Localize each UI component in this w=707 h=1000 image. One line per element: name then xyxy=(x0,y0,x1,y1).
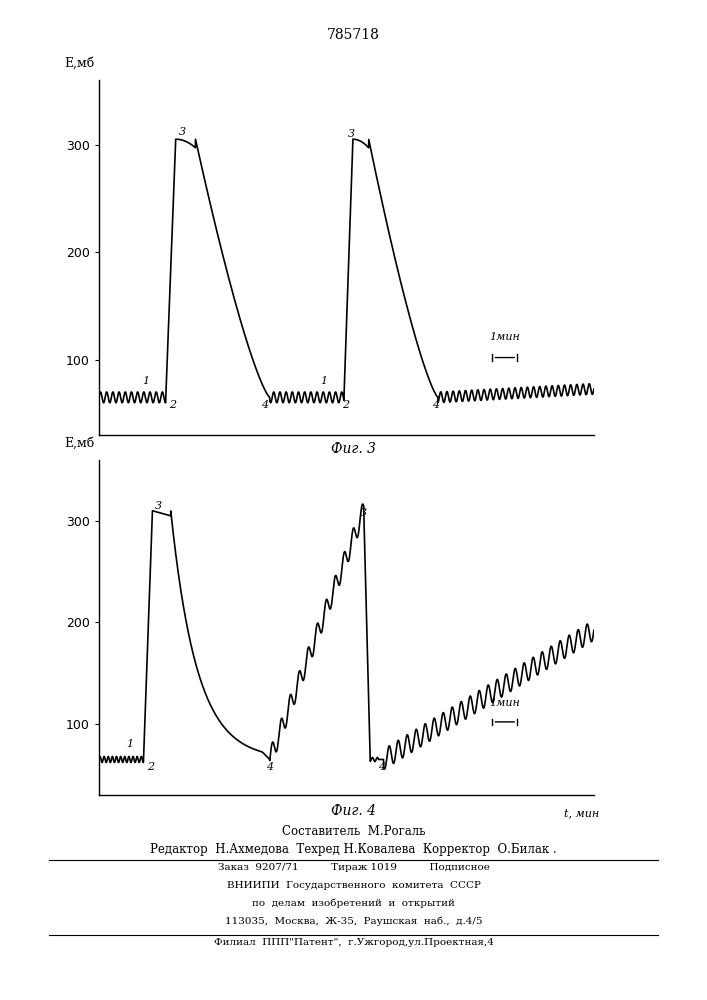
Text: 2: 2 xyxy=(342,400,349,410)
Text: 3: 3 xyxy=(348,129,355,139)
Text: по  делам  изобретений  и  открытий: по делам изобретений и открытий xyxy=(252,899,455,908)
Text: 4: 4 xyxy=(378,762,385,772)
Text: Заказ  9207/71          Тираж 1019          Подписное: Заказ 9207/71 Тираж 1019 Подписное xyxy=(218,863,489,872)
Text: 3: 3 xyxy=(155,501,162,511)
Text: 3: 3 xyxy=(179,127,186,137)
Text: 113035,  Москва,  Ж-35,  Раушская  наб.,  д.4/5: 113035, Москва, Ж-35, Раушская наб., д.4… xyxy=(225,917,482,926)
Text: 1мин: 1мин xyxy=(489,332,520,342)
Text: 2: 2 xyxy=(169,400,176,410)
Text: 1мин: 1мин xyxy=(489,698,520,708)
Text: 2: 2 xyxy=(147,762,155,772)
Text: E,мб: E,мб xyxy=(64,56,95,69)
Text: 4: 4 xyxy=(432,400,439,410)
Text: Фиг. 3: Фиг. 3 xyxy=(331,442,376,456)
Text: 1: 1 xyxy=(142,376,150,386)
Text: Филиал  ППП"Патент",  г.Ужгород,ул.Проектная,4: Филиал ППП"Патент", г.Ужгород,ул.Проектн… xyxy=(214,938,493,947)
Text: t, мин: t, мин xyxy=(563,808,599,818)
Text: 3: 3 xyxy=(360,508,368,518)
Text: ВНИИПИ  Государственного  комитета  СССР: ВНИИПИ Государственного комитета СССР xyxy=(226,881,481,890)
Text: 785718: 785718 xyxy=(327,28,380,42)
Text: Редактор  Н.Ахмедова  Техред Н.Ковалева  Корректор  О.Билак .: Редактор Н.Ахмедова Техред Н.Ковалева Ко… xyxy=(150,843,557,856)
Text: 4: 4 xyxy=(266,762,274,772)
Text: 1: 1 xyxy=(320,376,328,386)
Text: E,мб: E,мб xyxy=(64,437,95,450)
Text: Фиг. 4: Фиг. 4 xyxy=(331,804,376,818)
Text: 1: 1 xyxy=(126,739,133,749)
Text: 4: 4 xyxy=(261,400,269,410)
Text: Составитель  М.Рогаль: Составитель М.Рогаль xyxy=(282,825,425,838)
